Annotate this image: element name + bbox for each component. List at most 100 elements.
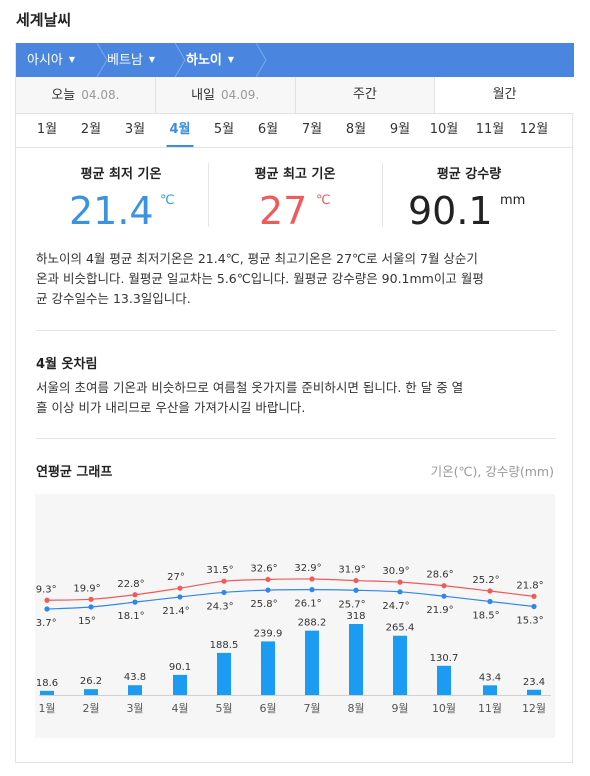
min-temp-point: [531, 603, 537, 610]
month-tick-label: 5월: [215, 702, 232, 715]
min-temp-label: 15°: [78, 616, 96, 627]
stat-rain-label: 평균 강수량: [436, 167, 502, 182]
month-tab[interactable]: 4월: [166, 115, 194, 147]
clothing-heading: 4월 옷차림: [36, 357, 98, 372]
max-temp-point: [487, 588, 493, 594]
stat-max-temp: 평균 최고 기온 27 ℃: [209, 163, 381, 233]
section-divider: [36, 330, 556, 331]
max-temp-label: 31.5°: [206, 565, 233, 576]
precip-value-label: 288.2: [298, 618, 327, 629]
chevron-down-icon: ▼: [148, 55, 156, 64]
precip-value-label: 90.1: [169, 662, 191, 673]
precip-value-label: 318: [346, 611, 365, 622]
min-temp-label: 15.3°: [516, 616, 543, 627]
precip-value-label: 188.5: [210, 640, 239, 651]
max-temp-point: [132, 592, 138, 598]
breadcrumb-country-label: 베트남: [107, 53, 143, 68]
precip-bar: [128, 685, 142, 695]
max-temp-point: [44, 597, 50, 603]
breadcrumb-city-label: 하노이: [186, 53, 222, 68]
max-temp-label: 28.6°: [426, 570, 453, 581]
breadcrumb-country[interactable]: 베트남 ▼: [107, 43, 155, 77]
month-tab[interactable]: 11월: [475, 122, 505, 137]
month-tab[interactable]: 1월: [36, 122, 58, 137]
precip-bar: [261, 641, 275, 695]
min-temp-label: 21.4°: [162, 606, 189, 617]
precip-value-label: 265.4: [386, 623, 415, 634]
tab-monthly[interactable]: 월간: [435, 77, 574, 113]
max-temp-point: [177, 585, 183, 591]
annual-chart: 18.6 26.2 43.8 90.1 188.5 239.9 288.2 318 265.4 1…: [29, 494, 555, 738]
max-temp-label: 19.9°: [73, 583, 100, 594]
month-tab[interactable]: 2월: [80, 122, 102, 137]
min-temp-point: [487, 598, 493, 605]
max-temp-label: 25.2°: [472, 575, 499, 586]
stat-max-unit: ℃: [316, 193, 331, 208]
breadcrumb-city[interactable]: 하노이 ▼: [186, 43, 234, 77]
stat-divider: [382, 163, 383, 227]
max-temp-point: [309, 576, 315, 582]
max-temp-label: 19.3°: [35, 584, 57, 595]
stat-rain-unit: mm: [500, 193, 526, 208]
min-temp-point: [88, 604, 94, 610]
month-tick-label: 11월: [478, 702, 502, 715]
month-tab[interactable]: 6월: [257, 122, 279, 137]
stat-min-unit: ℃: [160, 193, 175, 208]
precip-value-label: 43.4: [479, 672, 501, 683]
max-temp-label: 21.8°: [516, 580, 543, 591]
month-tab[interactable]: 9월: [389, 122, 411, 137]
stat-min-value: 21.4: [69, 189, 154, 233]
min-temp-label: 25.7°: [338, 599, 365, 610]
breadcrumb-separator-icon: [255, 43, 267, 77]
month-tick-label: 9월: [391, 702, 408, 715]
month-tab[interactable]: 7월: [301, 122, 323, 137]
min-temp-point: [441, 593, 447, 599]
tab-today-date: 04.08.: [81, 88, 120, 102]
stat-min-temp: 평균 최저 기온 21.4 ℃: [35, 163, 207, 233]
precip-bar: [84, 689, 98, 695]
min-temp-label: 18.1°: [117, 611, 144, 622]
stat-divider: [208, 163, 209, 227]
forecast-tabs: 오늘 04.08. 내일 04.09. 주간 월간: [16, 77, 574, 114]
month-tab[interactable]: 12월: [519, 122, 549, 137]
chevron-down-icon: ▼: [68, 55, 76, 64]
tab-today-label: 오늘: [51, 88, 76, 103]
month-tab[interactable]: 3월: [124, 122, 146, 137]
stat-rain: 평균 강수량 90.1 mm: [383, 163, 555, 233]
month-tick-label: 2월: [82, 702, 99, 715]
page-title: 세계날씨: [16, 11, 72, 29]
precip-bar: [173, 674, 187, 695]
max-temp-point: [441, 583, 447, 589]
summary-line: 온과 비슷합니다. 월평균 일교차는 5.6℃입니다. 월평균 강수량은 90.…: [36, 271, 484, 286]
month-selector: 1월 2월 3월 4월 5월 6월 7월 8월 9월 10월 11월 12월: [16, 115, 574, 148]
precip-bar: [349, 624, 363, 695]
min-temp-point: [309, 587, 315, 593]
stat-max-label: 평균 최고 기온: [254, 167, 336, 182]
tab-tomorrow[interactable]: 내일 04.09.: [155, 77, 296, 113]
min-temp-line: [46, 589, 535, 610]
stat-min-label: 평균 최저 기온: [80, 167, 162, 182]
month-tab[interactable]: 10월: [429, 122, 459, 137]
precip-bar: [437, 665, 451, 695]
min-temp-point: [44, 606, 50, 612]
precip-value-label: 43.8: [124, 672, 146, 683]
month-tab[interactable]: 8월: [345, 122, 367, 137]
precip-value-label: 23.4: [523, 677, 545, 688]
tab-weekly-label: 주간: [352, 87, 377, 102]
tab-weekly[interactable]: 주간: [295, 77, 436, 113]
max-temp-point: [353, 577, 359, 584]
max-temp-point: [88, 596, 94, 602]
breadcrumb-separator-icon: [96, 43, 108, 77]
precip-value-label: 239.9: [254, 628, 283, 639]
breadcrumb-continent[interactable]: 아시아 ▼: [27, 43, 75, 77]
precip-bar: [393, 635, 407, 695]
month-tab[interactable]: 5월: [213, 122, 235, 137]
month-tick-label: 8월: [347, 702, 364, 715]
stat-rain-value: 90.1: [408, 189, 493, 233]
max-temp-label: 30.9°: [382, 566, 409, 577]
breadcrumb-separator-icon: [174, 43, 186, 77]
tab-today[interactable]: 오늘 04.08.: [16, 77, 156, 113]
precip-value-label: 26.2: [80, 676, 102, 687]
min-temp-point: [132, 599, 138, 605]
min-temp-point: [397, 589, 403, 595]
